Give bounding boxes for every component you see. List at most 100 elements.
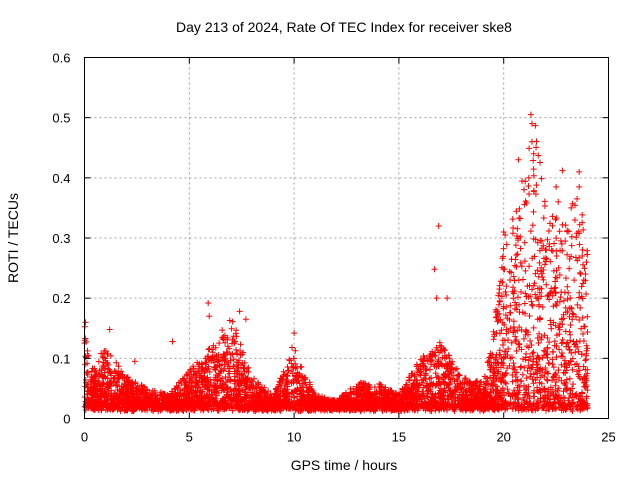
data-point — [526, 353, 533, 360]
data-point — [448, 370, 455, 377]
data-point — [438, 343, 445, 350]
data-point — [568, 350, 575, 357]
data-point — [542, 247, 549, 254]
data-point — [247, 403, 254, 410]
data-point — [189, 394, 196, 401]
data-point — [515, 294, 522, 301]
data-point — [192, 388, 199, 395]
data-point — [439, 354, 446, 361]
data-point — [539, 304, 546, 311]
data-point — [576, 392, 583, 399]
data-point — [500, 389, 507, 396]
data-point — [478, 390, 485, 397]
data-point — [534, 239, 541, 246]
data-point — [382, 387, 389, 394]
data-point — [572, 361, 579, 368]
data-point — [236, 386, 243, 393]
data-point — [427, 358, 434, 365]
data-point — [539, 366, 546, 373]
data-point — [356, 381, 363, 388]
data-point — [495, 368, 502, 375]
data-point — [525, 182, 532, 189]
data-point — [225, 374, 232, 381]
data-point — [85, 397, 92, 404]
data-point — [503, 292, 510, 299]
data-point — [534, 295, 541, 302]
data-point — [576, 241, 583, 248]
data-point — [560, 297, 567, 304]
data-point — [538, 264, 545, 271]
data-point — [449, 364, 456, 371]
data-point — [578, 351, 585, 358]
data-point — [513, 348, 520, 355]
data-point — [254, 395, 261, 402]
data-point — [562, 222, 569, 229]
data-point — [530, 356, 537, 363]
data-point — [566, 375, 573, 382]
data-point — [580, 276, 587, 283]
data-point — [419, 362, 426, 369]
data-point — [445, 368, 452, 375]
data-point — [474, 389, 481, 396]
data-point — [295, 406, 302, 413]
data-point — [207, 401, 214, 408]
data-point — [102, 357, 109, 364]
data-point — [453, 376, 460, 383]
data-point — [458, 386, 465, 393]
data-point — [530, 349, 537, 356]
data-point — [559, 353, 566, 360]
data-point — [505, 345, 512, 352]
data-point — [213, 352, 220, 359]
data-point — [576, 316, 583, 323]
data-point — [482, 392, 489, 399]
data-point — [231, 338, 238, 345]
data-point — [124, 385, 131, 392]
data-point — [559, 339, 566, 346]
data-point — [226, 317, 233, 324]
data-point — [449, 392, 456, 399]
data-point — [447, 376, 454, 383]
data-point — [513, 251, 520, 258]
data-point — [551, 338, 558, 345]
data-point — [490, 328, 497, 335]
data-point — [564, 386, 571, 393]
data-point — [549, 222, 556, 229]
data-point — [508, 256, 515, 263]
data-point — [84, 390, 91, 397]
data-point — [547, 317, 554, 324]
data-point — [468, 395, 475, 402]
data-point — [115, 375, 122, 382]
data-point — [576, 367, 583, 374]
data-point — [521, 258, 528, 265]
data-point — [237, 347, 244, 354]
data-point — [124, 382, 131, 389]
data-point — [487, 389, 494, 396]
data-point — [532, 291, 539, 298]
data-point — [584, 387, 591, 394]
data-point — [534, 267, 541, 274]
data-point — [180, 393, 187, 400]
data-point — [210, 377, 217, 384]
data-point — [525, 357, 532, 364]
data-point — [347, 385, 354, 392]
data-point — [104, 351, 111, 358]
data-point — [558, 340, 565, 347]
data-point — [530, 380, 537, 387]
data-point — [558, 361, 565, 368]
data-point — [494, 308, 501, 315]
data-point — [443, 382, 450, 389]
data-point — [503, 304, 510, 311]
data-point — [516, 205, 523, 212]
data-point — [480, 386, 487, 393]
data-point — [546, 290, 553, 297]
data-point — [510, 273, 517, 280]
data-point — [476, 394, 483, 401]
data-point — [487, 350, 494, 357]
data-point — [237, 341, 244, 348]
data-point — [220, 333, 227, 340]
data-point — [500, 373, 507, 380]
data-point — [430, 380, 437, 387]
data-point — [506, 316, 513, 323]
data-point — [528, 298, 535, 305]
data-point — [419, 392, 426, 399]
